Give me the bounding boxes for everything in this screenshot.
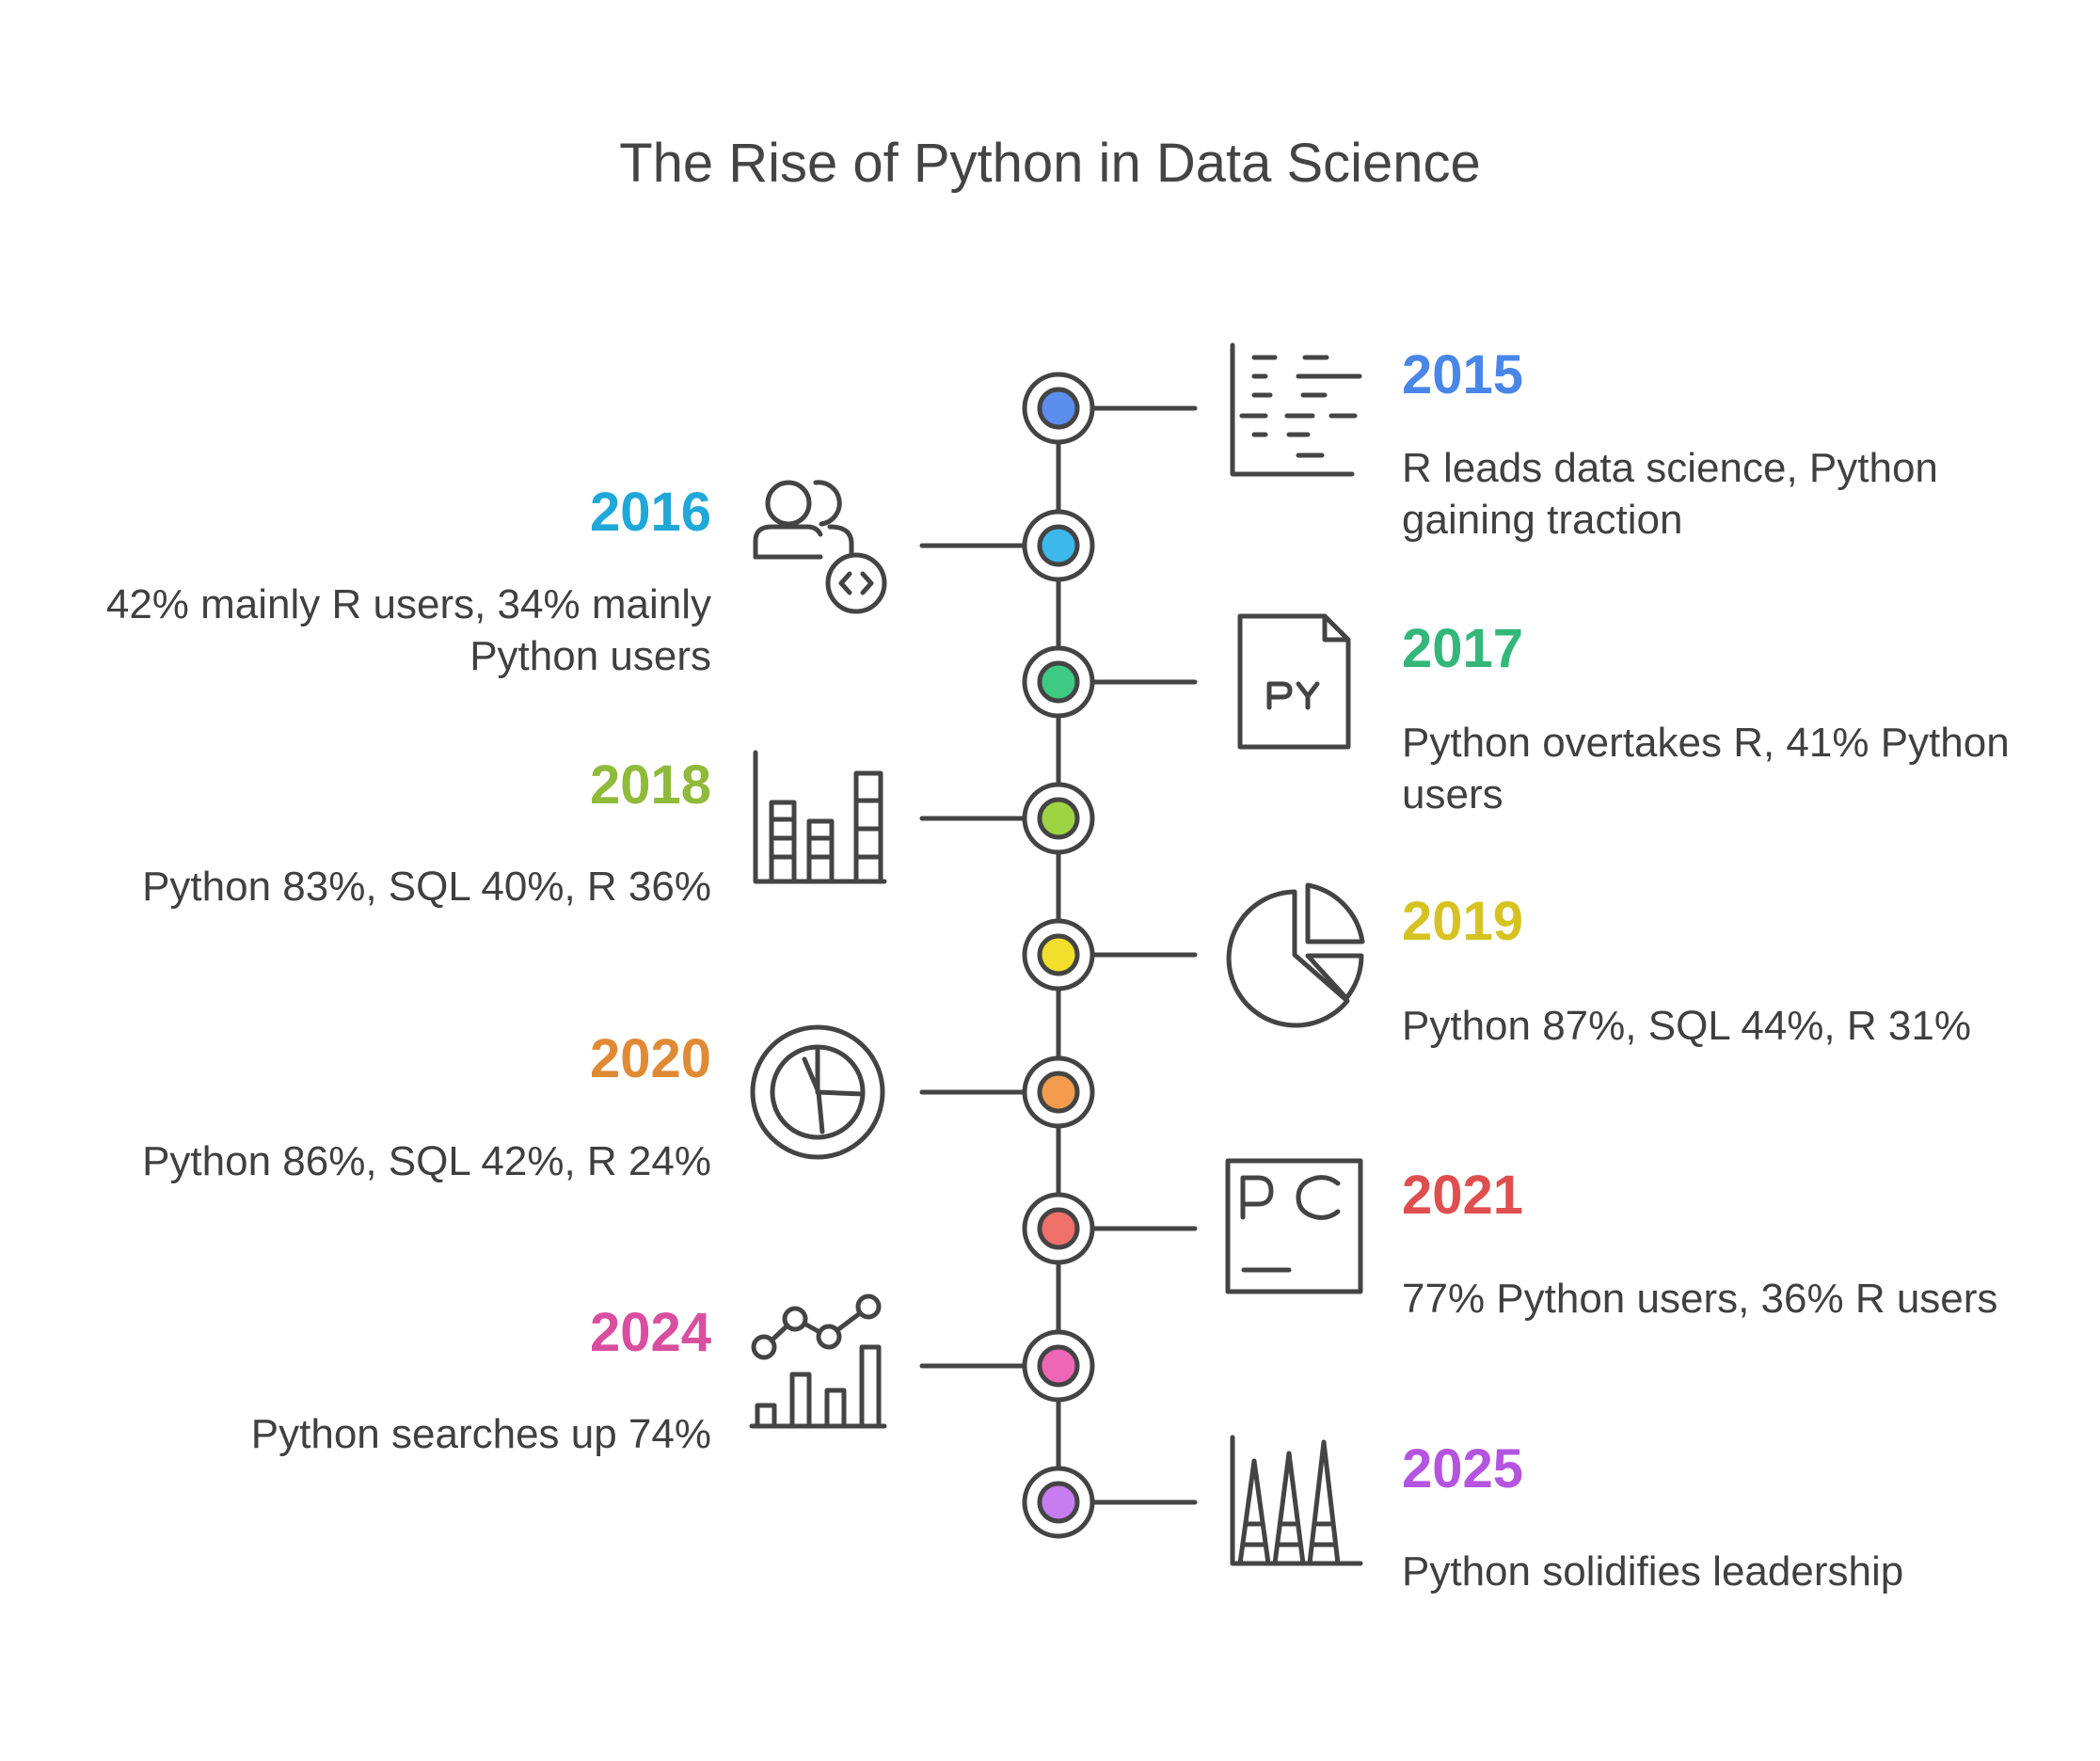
peaks-chart-icon (1230, 1435, 1363, 1566)
event-description-2018: Python 83%, SQL 40%, R 36% (142, 864, 711, 910)
timeline-marker-2015 (1022, 372, 1095, 445)
bar-chart-icon (753, 750, 887, 884)
event-description-2020: Python 86%, SQL 42%, R 24% (142, 1138, 711, 1184)
event-description-2019: Python 87%, SQL 44%, R 31% (1402, 1003, 1971, 1049)
event-description-2025: Python solidifies leadership (1402, 1548, 1904, 1594)
trend-chart-icon (749, 1293, 887, 1429)
timeline-marker-2018 (1022, 782, 1095, 855)
page-title: The Rise of Python in Data Science (619, 133, 1481, 194)
year-label-2021: 2021 (1402, 1165, 1524, 1226)
year-label-2017: 2017 (1402, 618, 1524, 679)
event-description-2021: 77% Python users, 36% R users (1402, 1276, 1998, 1322)
event-description-2017: Python overtakes R, 41% Python users (1402, 720, 2010, 817)
year-label-2020: 2020 (589, 1028, 711, 1089)
year-label-2024: 2024 (589, 1302, 711, 1363)
timeline-marker-2016 (1022, 509, 1095, 582)
year-label-2019: 2019 (1402, 891, 1524, 952)
timeline-marker-2021 (1022, 1192, 1095, 1265)
timeline-marker-2024 (1022, 1329, 1095, 1403)
event-description-2024: Python searches up 74% (250, 1411, 711, 1457)
timeline-marker-2020 (1022, 1055, 1095, 1129)
timeline-marker-2025 (1022, 1466, 1095, 1539)
python-file-icon (1237, 613, 1351, 750)
circle-pie-chart-icon (750, 1024, 885, 1160)
timeline-marker-2017 (1022, 645, 1095, 719)
pycharm-icon (1225, 1158, 1363, 1294)
year-label-2018: 2018 (589, 754, 711, 816)
developer-team-icon (753, 480, 887, 614)
timeline-marker-2019 (1022, 918, 1095, 992)
year-label-2025: 2025 (1402, 1438, 1524, 1499)
pie-chart-icon (1226, 882, 1365, 1028)
code-editor-icon (1230, 342, 1362, 477)
year-label-2016: 2016 (589, 482, 711, 543)
event-description-2016: 42% mainly R users, 34% mainly Python us… (105, 581, 711, 679)
event-description-2015: R leads data science, Python gaining tra… (1402, 445, 1938, 543)
year-label-2015: 2015 (1402, 344, 1524, 405)
